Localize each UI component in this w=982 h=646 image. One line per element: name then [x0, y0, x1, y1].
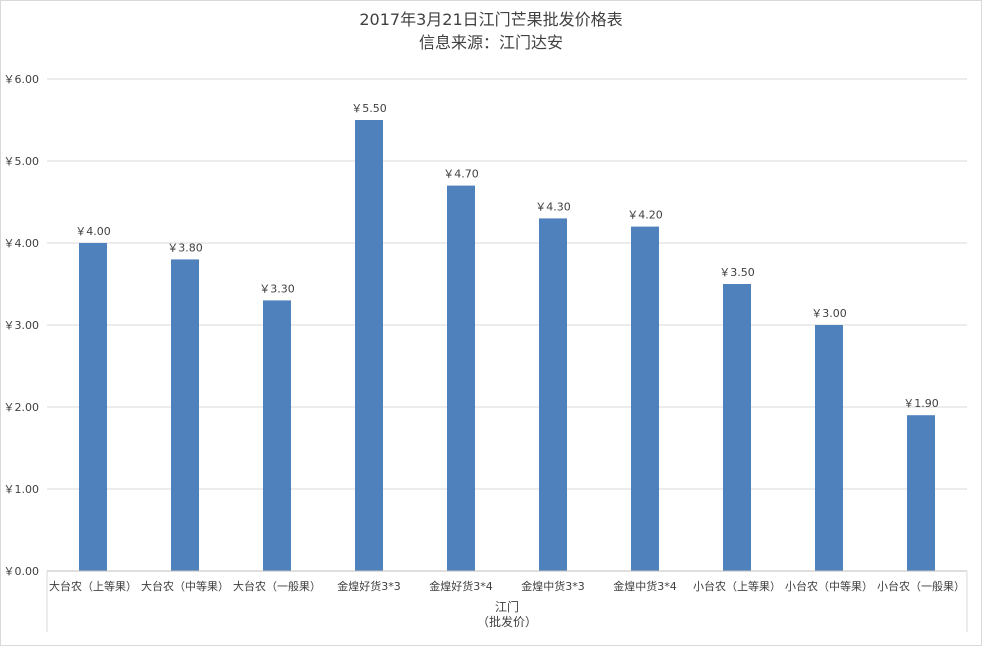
y-tick-label: ￥2.00 — [4, 401, 40, 414]
x-group-sublabel: （批发价） — [477, 614, 537, 629]
x-tick-label: 大台农（上等果） — [49, 579, 137, 593]
chart-title: 2017年3月21日江门芒果批发价格表 — [359, 10, 623, 29]
data-label: ￥4.70 — [443, 168, 479, 181]
x-tick-label: 小台农（一般果） — [877, 579, 965, 593]
x-tick-label: 金煌好货3*3 — [337, 579, 401, 593]
gridlines — [47, 78, 967, 490]
data-label: ￥3.50 — [719, 266, 755, 279]
bar — [79, 243, 107, 571]
data-label: ￥4.30 — [535, 200, 571, 213]
data-labels: ￥4.00 ￥3.80 ￥3.30 ￥5.50 ￥4.70 ￥4.30 ￥4.20 ￥3.50… — [75, 102, 939, 410]
bars — [79, 120, 935, 571]
bar — [907, 415, 935, 571]
y-tick-label: ￥3.00 — [4, 319, 40, 332]
bar — [815, 325, 843, 571]
data-label: ￥3.30 — [259, 282, 295, 295]
bar — [539, 218, 567, 571]
y-tick-label: ￥0.00 — [4, 565, 40, 578]
x-tick-label: 大台农（中等果） — [141, 579, 229, 593]
y-tick-label: ￥1.00 — [4, 483, 40, 496]
bar — [171, 259, 199, 571]
x-tick-label: 小台农（上等果） — [693, 579, 781, 593]
y-tick-label: ￥5.00 — [4, 155, 40, 168]
data-label: ￥3.80 — [167, 241, 203, 254]
data-label: ￥4.20 — [627, 209, 663, 222]
data-label: ￥4.00 — [75, 225, 111, 238]
x-tick-label: 金煌中货3*3 — [521, 579, 585, 593]
data-label: ￥5.50 — [351, 102, 387, 115]
y-axis-ticks: ￥0.00 ￥1.00 ￥2.00 ￥3.00 ￥4.00 ￥5.00 ￥6.00 — [4, 73, 40, 578]
x-tick-label: 小台农（中等果） — [785, 579, 873, 593]
x-axis-ticks: 大台农（上等果） 大台农（中等果） 大台农（一般果） 金煌好货3*3 金煌好货3*4 金煌… — [49, 579, 965, 593]
x-group-label: 江门 — [495, 599, 519, 614]
bar — [263, 300, 291, 571]
data-label: ￥1.90 — [903, 397, 939, 410]
bar — [723, 284, 751, 571]
bar — [447, 185, 475, 571]
data-label: ￥3.00 — [811, 307, 847, 320]
x-tick-label: 金煌好货3*4 — [429, 579, 493, 593]
x-tick-label: 大台农（一般果） — [233, 579, 321, 593]
x-tick-label: 金煌中货3*4 — [613, 579, 677, 593]
chart-subtitle: 信息来源：江门达安 — [418, 33, 563, 52]
bar — [355, 120, 383, 571]
bar — [631, 226, 659, 571]
y-tick-label: ￥4.00 — [4, 237, 40, 250]
x-axis — [46, 570, 968, 632]
y-tick-label: ￥6.00 — [4, 73, 40, 86]
